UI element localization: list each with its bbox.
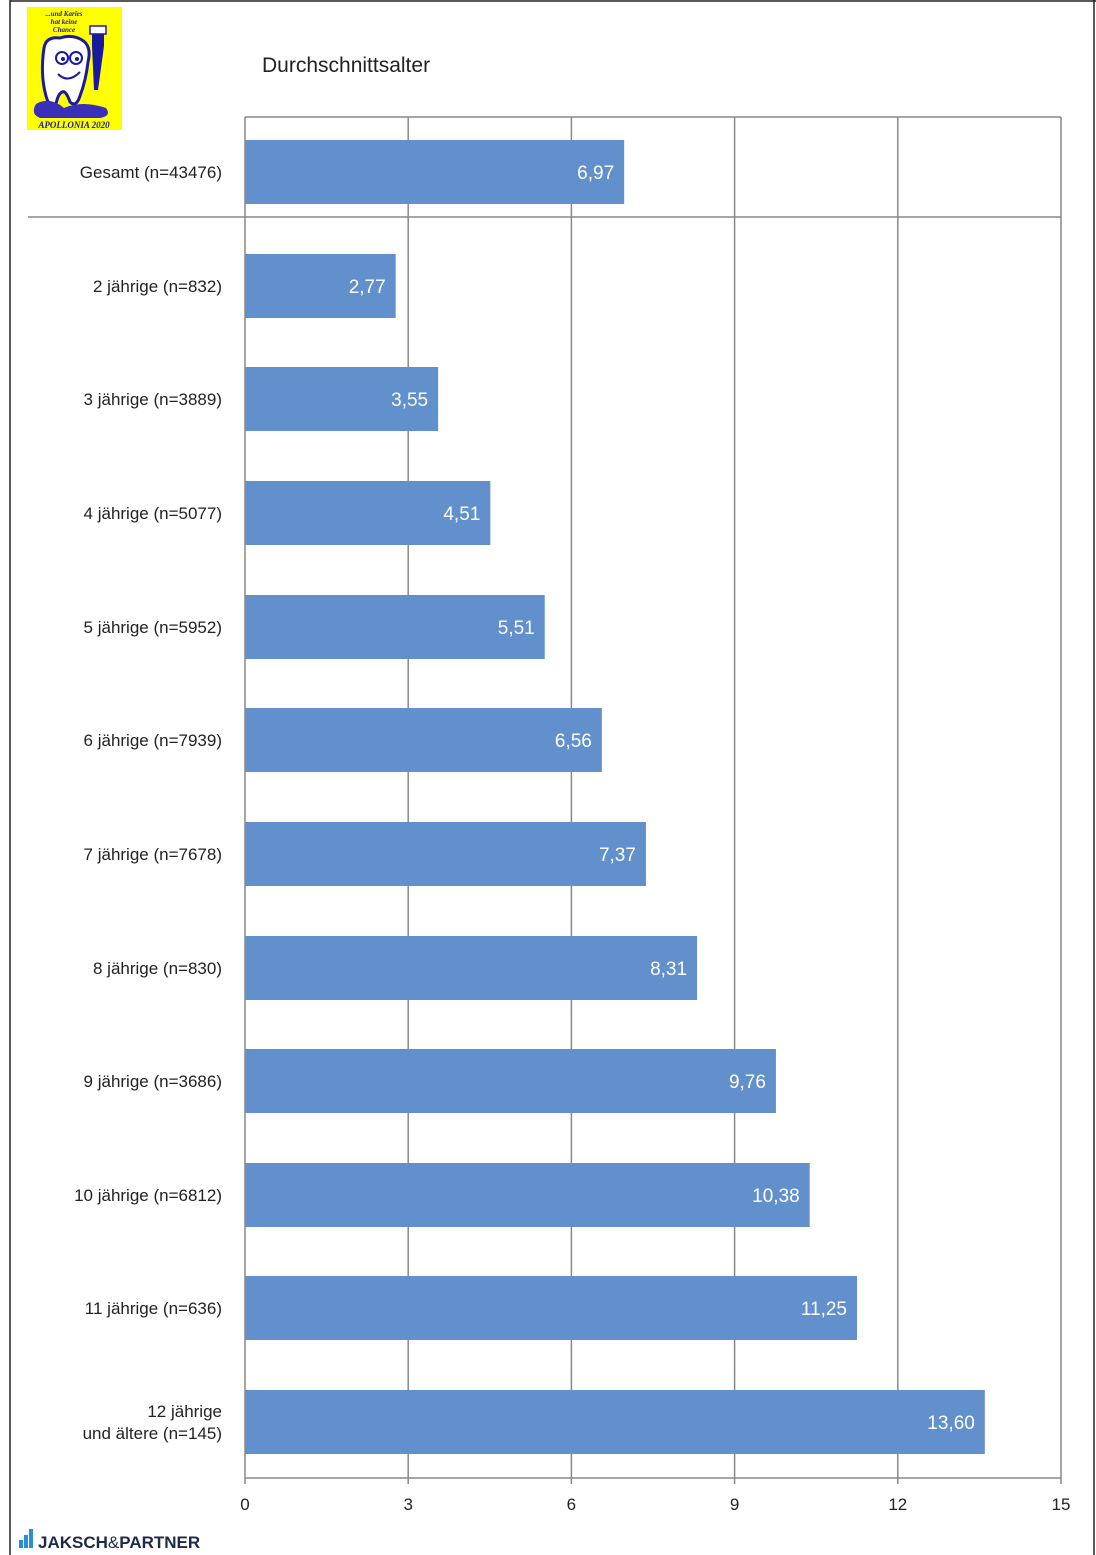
category-label: 5 jährige (n=5952) xyxy=(84,618,222,637)
bar-value-label: 11,25 xyxy=(801,1299,847,1320)
bar-value-label: 6,97 xyxy=(577,163,614,184)
bar xyxy=(245,1049,776,1113)
x-tick-label: 6 xyxy=(567,1495,576,1514)
bar-value-label: 8,31 xyxy=(650,959,687,980)
bar-value-label: 2,77 xyxy=(349,277,386,298)
jaksch-partner-logo: JAKSCH&PARTNER xyxy=(19,1529,200,1552)
bar xyxy=(245,1276,857,1340)
value-labels: 6,97 2,77 3,55 4,51 5,51 6,56 7,37 8,31 9,76 10,3… xyxy=(349,163,975,1434)
bars xyxy=(245,140,985,1454)
bar-value-label: 7,37 xyxy=(599,845,636,866)
category-label: 9 jährige (n=3686) xyxy=(84,1072,222,1091)
category-label: 11 jährige (n=636) xyxy=(85,1299,222,1318)
bar xyxy=(245,1163,810,1227)
category-label: 7 jährige (n=7678) xyxy=(84,845,222,864)
bar-value-label: 10,38 xyxy=(752,1186,800,1207)
logo-tagline-2: hat keine xyxy=(51,18,78,26)
bar xyxy=(245,1390,985,1454)
tooth-splash xyxy=(33,100,108,118)
x-tick-labels: 0 3 6 9 12 15 xyxy=(240,1495,1070,1514)
toothbrush-icon xyxy=(92,30,104,90)
bar-value-label: 9,76 xyxy=(729,1072,766,1093)
apollonia-logo: ...und Karies hat keine Chance APOLLONIA… xyxy=(27,7,122,130)
x-tick-label: 9 xyxy=(730,1495,739,1514)
x-tick-label: 0 xyxy=(240,1495,249,1514)
category-label: 6 jährige (n=7939) xyxy=(84,731,222,750)
category-label: 12 jährige xyxy=(147,1402,222,1421)
bar xyxy=(245,708,602,772)
bar-value-label: 3,55 xyxy=(391,390,428,411)
category-label: Gesamt (n=43476) xyxy=(80,163,222,182)
category-labels: Gesamt (n=43476) 2 jährige (n=832) 3 jähri… xyxy=(74,163,222,1443)
bar xyxy=(245,367,439,431)
x-tick-label: 15 xyxy=(1052,1495,1071,1514)
bar xyxy=(245,140,625,204)
category-label: 8 jährige (n=830) xyxy=(93,959,222,978)
bar-value-label: 13,60 xyxy=(927,1413,975,1434)
bar xyxy=(245,595,545,659)
brand-bar-1 xyxy=(19,1540,23,1548)
logo-tagline-3: Chance xyxy=(53,26,75,34)
bar-value-label: 4,51 xyxy=(443,504,480,525)
category-label: 2 jährige (n=832) xyxy=(93,277,222,296)
bar xyxy=(245,936,698,1000)
plot-area: 6,97 2,77 3,55 4,51 5,51 6,56 7,37 8,31 9,76 10,3… xyxy=(28,116,1070,1514)
logo-tagline-1: ...und Karies xyxy=(46,10,83,18)
x-tick-label: 3 xyxy=(403,1495,412,1514)
bar-value-label: 6,56 xyxy=(555,731,592,752)
brand-bar-2 xyxy=(24,1535,28,1548)
logo-name: APOLLONIA 2020 xyxy=(37,120,110,130)
grid-lines xyxy=(28,116,1062,1484)
category-label: und ältere (n=145) xyxy=(83,1424,222,1443)
bar xyxy=(245,254,396,318)
brand-bar-3 xyxy=(29,1529,33,1548)
category-label: 10 jährige (n=6812) xyxy=(74,1186,222,1205)
brand-name: JAKSCH&PARTNER xyxy=(38,1533,200,1552)
bar-value-label: 5,51 xyxy=(498,618,535,639)
x-tick-label: 12 xyxy=(888,1495,907,1514)
category-label: 4 jährige (n=5077) xyxy=(84,504,222,523)
category-label: 3 jährige (n=3889) xyxy=(84,390,222,409)
bar xyxy=(245,481,491,545)
chart-title: Durchschnittsalter xyxy=(262,54,430,77)
bar xyxy=(245,822,646,886)
